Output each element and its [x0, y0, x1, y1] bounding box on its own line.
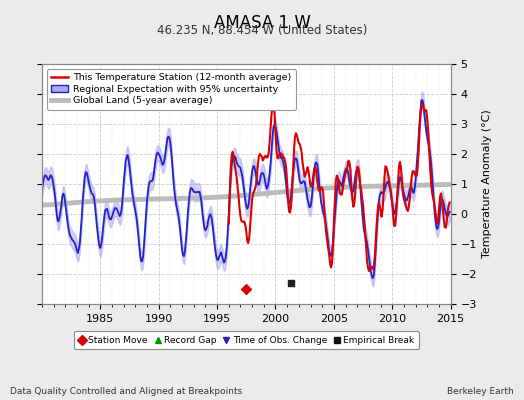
Text: Data Quality Controlled and Aligned at Breakpoints: Data Quality Controlled and Aligned at B…	[10, 387, 243, 396]
Text: AMASA 1 W: AMASA 1 W	[214, 14, 310, 32]
Y-axis label: Temperature Anomaly (°C): Temperature Anomaly (°C)	[483, 110, 493, 258]
Legend: Station Move, Record Gap, Time of Obs. Change, Empirical Break: Station Move, Record Gap, Time of Obs. C…	[74, 332, 419, 350]
Text: Berkeley Earth: Berkeley Earth	[447, 387, 514, 396]
Legend: This Temperature Station (12-month average), Regional Expectation with 95% uncer: This Temperature Station (12-month avera…	[47, 69, 296, 110]
Text: 46.235 N, 88.454 W (United States): 46.235 N, 88.454 W (United States)	[157, 24, 367, 37]
Point	[242, 286, 250, 292]
Point	[287, 280, 295, 286]
